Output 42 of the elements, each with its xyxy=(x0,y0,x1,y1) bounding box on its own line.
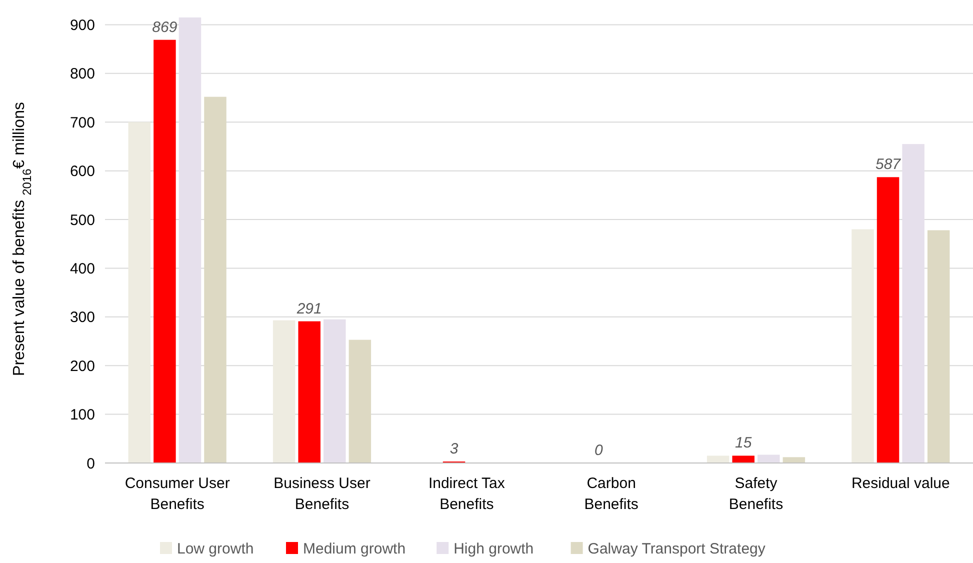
x-tick-label: Carbon Benefits xyxy=(584,475,638,513)
legend-label: Medium growth xyxy=(303,540,406,558)
y-tick-label: 600 xyxy=(70,163,95,180)
bar xyxy=(782,457,806,463)
bar xyxy=(876,177,900,463)
bar xyxy=(348,340,372,463)
legend-label: High growth xyxy=(454,540,534,558)
x-tick-label: Business User Benefits xyxy=(274,475,370,513)
y-tick-label: 300 xyxy=(70,309,95,326)
y-tick-label: 400 xyxy=(70,260,95,278)
data-label: 869 xyxy=(152,18,178,36)
y-tick-label: 100 xyxy=(70,406,95,424)
x-tick-label: Residual value xyxy=(851,475,950,492)
bar xyxy=(178,17,202,463)
bar xyxy=(758,454,780,463)
legend-label: Low growth xyxy=(177,540,254,558)
bar xyxy=(154,40,176,463)
bar xyxy=(204,96,226,463)
bar xyxy=(927,230,950,463)
data-label: 3 xyxy=(450,440,459,458)
data-label: 291 xyxy=(296,300,322,318)
y-tick-label: 0 xyxy=(86,455,95,472)
bar xyxy=(706,456,730,463)
bar xyxy=(852,229,874,463)
bar xyxy=(128,122,151,463)
bar xyxy=(272,320,296,463)
bar xyxy=(902,144,924,463)
bar xyxy=(298,321,320,463)
y-tick-label: 500 xyxy=(70,212,95,229)
x-tick-label: Indirect Tax Benefits xyxy=(428,475,506,513)
x-tick-label: Consumer User Benefits xyxy=(124,475,230,513)
y-tick-label: 700 xyxy=(70,114,95,132)
y-tick-label: 200 xyxy=(70,358,95,375)
data-label: 0 xyxy=(594,442,604,459)
bar xyxy=(732,456,754,463)
y-tick-label: 900 xyxy=(70,16,95,34)
data-label: 587 xyxy=(876,156,902,174)
data-label: 15 xyxy=(735,434,752,452)
x-tick-label: Safety Benefits xyxy=(728,475,784,513)
y-tick-label: 800 xyxy=(70,66,95,83)
legend-label: Galway Transport Strategy xyxy=(588,540,766,558)
bar xyxy=(324,319,346,463)
